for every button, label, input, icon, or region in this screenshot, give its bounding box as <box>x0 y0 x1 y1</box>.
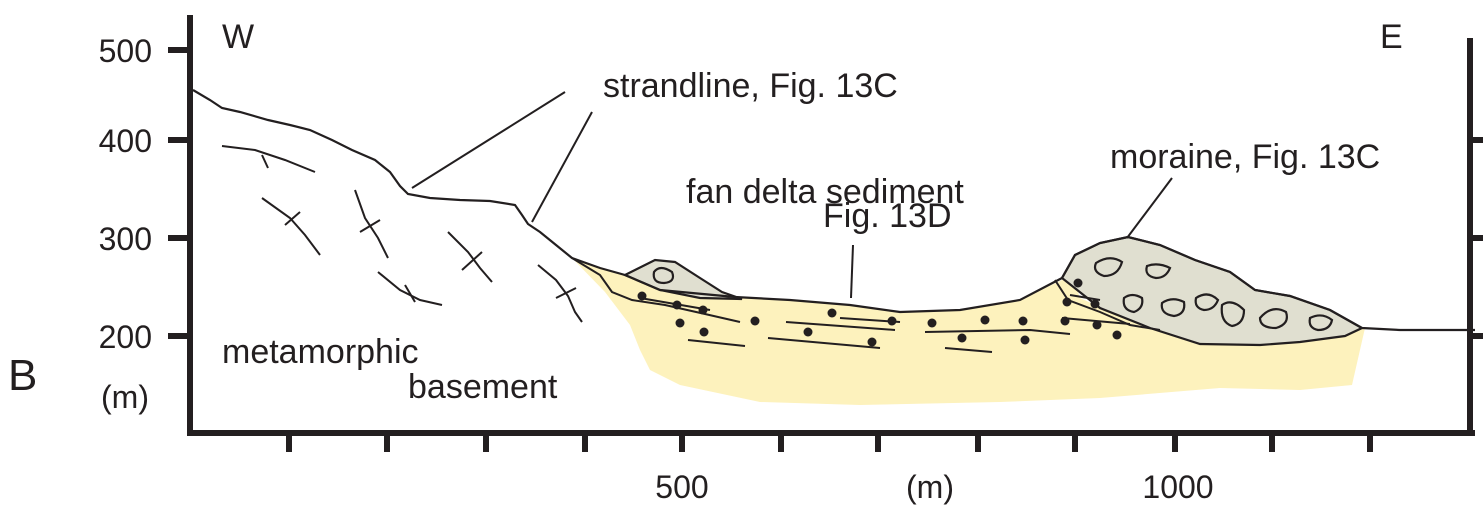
moraine-boulders <box>652 257 1334 332</box>
y-tick-label-400: 400 <box>99 123 152 159</box>
basement-foliation <box>221 145 583 323</box>
fan-delta-label-line1: fan delta sediment <box>686 173 964 211</box>
x-axis-ticks <box>286 433 1373 452</box>
compass-east: E <box>1380 18 1403 56</box>
x-tick-label-1000: 1000 <box>1142 469 1213 505</box>
y-axis-ticks-right <box>1470 137 1483 339</box>
sediment-bedding <box>639 294 1131 353</box>
x-axis-unit: (m) <box>906 469 954 505</box>
y-tick-label-500: 500 <box>99 33 152 69</box>
strandline-label: strandline, Fig. 13C <box>603 67 898 105</box>
basement-label-line2: basement <box>408 368 558 406</box>
fan-delta-label-line2: Fig. 13D <box>823 197 952 235</box>
basement-label-line1: metamorphic <box>222 333 419 371</box>
y-axis-unit: (m) <box>101 379 149 415</box>
y-axis-ticks-left <box>168 47 190 339</box>
panel-label: B <box>8 351 37 400</box>
compass-west: W <box>222 18 254 56</box>
leader-lines <box>411 91 1173 299</box>
moraine-base-line <box>1054 279 1161 331</box>
y-tick-label-200: 200 <box>99 319 152 355</box>
x-tick-label-500: 500 <box>655 469 708 505</box>
y-tick-label-300: 300 <box>99 221 152 257</box>
small-moraine <box>622 258 743 301</box>
terrain-surface <box>192 89 1475 332</box>
sediment-gravel-dots <box>637 278 1122 347</box>
moraine-label: moraine, Fig. 13C <box>1110 138 1380 176</box>
